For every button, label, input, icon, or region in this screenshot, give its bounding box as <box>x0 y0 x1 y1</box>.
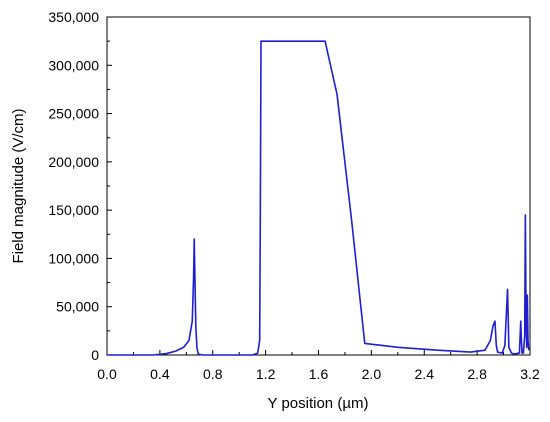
x-tick-label: 2.4 <box>415 366 435 382</box>
y-tick-label: 350,000 <box>48 9 99 25</box>
plot-frame <box>106 16 531 356</box>
x-tick-label: 0.4 <box>150 366 170 382</box>
x-tick-label: 0.8 <box>203 366 223 382</box>
x-tick-label: 1.2 <box>256 366 276 382</box>
x-tick-label: 2.8 <box>467 366 487 382</box>
x-tick-label: 2.0 <box>362 366 382 382</box>
x-tick-label: 0.0 <box>97 366 117 382</box>
y-tick-label: 100,000 <box>48 250 99 266</box>
x-tick-label: 1.6 <box>309 366 329 382</box>
tick-labels: 0.0 0.4 0.8 1.2 1.6 2.0 2.4 2.8 3.2 0 50,000 100,00… <box>48 9 540 382</box>
y-tick-label: 50,000 <box>56 299 99 315</box>
axis-ticks <box>106 16 531 356</box>
x-tick-label: 3.2 <box>520 366 540 382</box>
y-tick-label: 200,000 <box>48 154 99 170</box>
x-axis-label: Y position (µm) <box>268 395 369 412</box>
y-axis-label: Field magnitude (V/cm) <box>10 108 27 263</box>
y-tick-label: 250,000 <box>48 106 99 122</box>
y-tick-label: 300,000 <box>48 57 99 73</box>
series-line <box>107 40 530 356</box>
y-tick-label: 0 <box>91 347 99 363</box>
y-tick-label: 150,000 <box>48 202 99 218</box>
